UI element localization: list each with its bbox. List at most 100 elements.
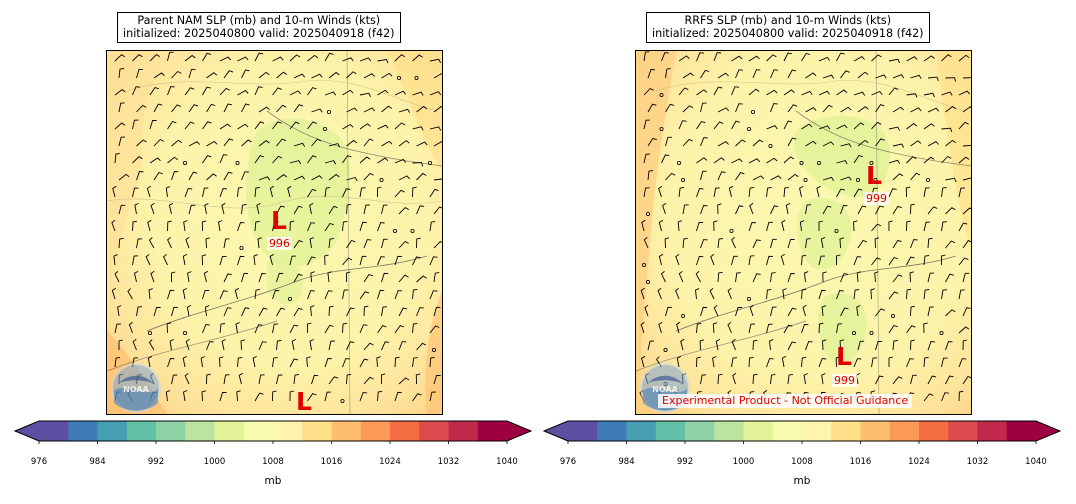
- wind-barb: [217, 220, 223, 232]
- wind-barb: [307, 222, 315, 232]
- wind-calm-marker: [379, 178, 384, 183]
- wind-barb: [381, 306, 388, 317]
- wind-barb: [328, 205, 338, 215]
- wind-barb: [906, 56, 918, 62]
- wind-barb: [238, 372, 243, 385]
- wind-barb: [665, 103, 675, 113]
- wind-barb: [150, 270, 155, 283]
- wind-barb: [958, 222, 968, 232]
- wind-barb: [665, 306, 672, 317]
- wind-calm-marker: [747, 127, 752, 132]
- wind-barb: [927, 107, 940, 113]
- wind-barb: [749, 202, 754, 215]
- wind-barb: [223, 374, 230, 385]
- wind-barb: [941, 254, 946, 266]
- wind-barb: [818, 220, 823, 231]
- wind-barb: [748, 222, 757, 232]
- wind-barb: [735, 69, 744, 79]
- wind-barb: [853, 56, 865, 62]
- wind-barb: [240, 339, 245, 351]
- wind-barb: [398, 175, 411, 181]
- wind-barb: [958, 358, 967, 368]
- wind-barb: [766, 358, 774, 368]
- wind-barb: [147, 355, 153, 368]
- wind-barb: [289, 255, 297, 266]
- colorbar-segment: [419, 421, 449, 441]
- right-wind-barbs: [639, 51, 971, 403]
- wind-barb: [700, 170, 707, 181]
- wind-barb: [752, 339, 758, 351]
- wind-barb: [237, 186, 243, 198]
- wind-barb: [945, 341, 953, 351]
- wind-barb: [801, 123, 813, 130]
- wind-barb: [717, 107, 730, 113]
- wind-barb: [258, 140, 270, 147]
- wind-barb: [223, 238, 230, 249]
- wind-barb: [289, 90, 302, 96]
- wind-barb: [111, 219, 116, 232]
- wind-barb: [752, 139, 764, 147]
- wind-barb: [206, 341, 214, 351]
- wind-barb: [219, 154, 228, 164]
- wind-barb: [276, 71, 287, 79]
- wind-barb: [682, 204, 689, 215]
- wind-barb: [700, 239, 708, 249]
- wind-barb: [114, 270, 120, 283]
- wind-barb: [962, 177, 971, 181]
- wind-barb: [324, 324, 334, 334]
- wind-barb: [132, 156, 143, 164]
- wind-barb: [699, 339, 705, 351]
- wind-barb: [237, 56, 249, 62]
- wind-barb: [941, 155, 952, 164]
- wind-barb: [293, 374, 300, 385]
- wind-barb: [394, 255, 402, 266]
- wind-barb: [241, 204, 247, 215]
- wind-barb: [149, 157, 161, 164]
- wind-barb: [241, 139, 252, 147]
- wind-calm-marker: [427, 161, 432, 166]
- wind-barb: [941, 289, 948, 300]
- wind-barb: [962, 375, 971, 385]
- wind-barb: [731, 55, 743, 62]
- wind-calm-marker: [681, 313, 686, 318]
- wind-barb: [710, 253, 715, 266]
- wind-barb: [118, 136, 126, 147]
- wind-barb: [272, 323, 279, 334]
- wind-barb: [643, 119, 651, 130]
- wind-barb: [748, 88, 760, 96]
- wind-barb: [202, 86, 211, 96]
- wind-barb: [766, 89, 778, 96]
- noaa-logo-text: NOAA: [123, 385, 149, 394]
- wind-barb: [328, 71, 340, 79]
- right-colorbar: [542, 418, 1062, 444]
- wind-barb: [276, 374, 283, 385]
- wind-barb: [945, 273, 954, 283]
- wind-barb: [324, 91, 337, 96]
- wind-barb: [363, 73, 376, 79]
- wind-barb: [958, 54, 970, 62]
- wind-barb: [958, 187, 965, 198]
- wind-barb: [770, 175, 782, 181]
- wind-barb: [416, 105, 428, 113]
- wind-barb: [412, 393, 422, 402]
- wind-barb: [394, 54, 406, 62]
- wind-barb: [307, 87, 317, 96]
- wind-barb: [187, 271, 192, 283]
- wind-barb: [875, 308, 885, 317]
- wind-barb: [346, 107, 358, 113]
- wind-barb: [910, 203, 915, 215]
- wind-barb: [923, 356, 929, 368]
- wind-barb: [133, 270, 139, 283]
- wind-barb: [202, 289, 210, 300]
- wind-barb: [184, 372, 190, 385]
- wind-barb: [665, 136, 672, 147]
- wind-barb: [818, 322, 824, 334]
- colorbar-tick-label: 1032: [966, 457, 989, 467]
- wind-calm-marker: [677, 161, 682, 166]
- wind-barb: [114, 357, 121, 368]
- noaa-logo-graphic: NOAA: [111, 363, 161, 413]
- wind-barb: [888, 291, 899, 300]
- wind-barb: [717, 203, 722, 215]
- wind-barb: [892, 205, 902, 215]
- wind-barb: [381, 204, 388, 215]
